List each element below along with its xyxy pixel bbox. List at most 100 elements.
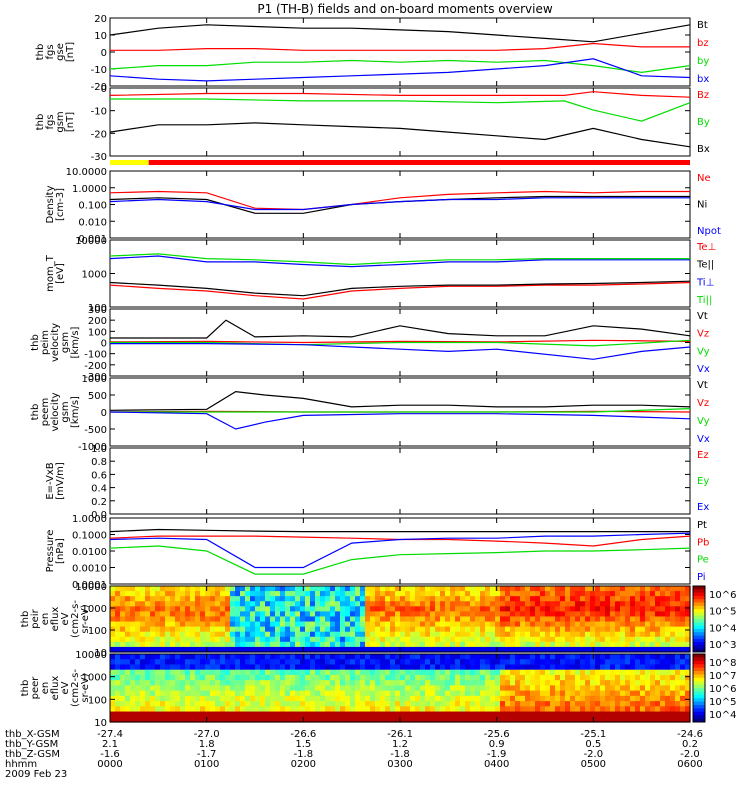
spectrogram-cell — [520, 711, 526, 718]
spectrogram-cell — [685, 674, 691, 681]
spectrogram-cell — [670, 695, 676, 702]
spectrogram-cell — [640, 669, 646, 676]
spectrogram-cell — [385, 611, 391, 618]
spectrogram-cell — [565, 711, 571, 718]
spectrogram-cell — [175, 591, 181, 597]
spectrogram-cell — [565, 646, 571, 653]
colorbar-step — [693, 715, 705, 720]
spectrogram-cell — [345, 606, 351, 612]
spectrogram-cell — [110, 664, 116, 671]
spectrogram-cell — [460, 690, 466, 697]
spectrogram-cell — [685, 695, 691, 702]
spectrogram-cell — [245, 601, 251, 607]
spectrogram-cell — [465, 680, 471, 686]
spectrogram-cell — [230, 654, 236, 660]
spectrogram-cell — [475, 669, 481, 676]
spectrogram-cell — [580, 674, 586, 681]
spectrogram-cell — [470, 664, 476, 671]
spectrogram-cell — [440, 701, 446, 707]
spectrogram-cell — [295, 636, 301, 643]
spectrogram-cell — [380, 631, 386, 638]
spectrogram-cell — [275, 706, 281, 713]
spectrogram-cell — [605, 596, 611, 602]
spectrogram-cell — [340, 606, 346, 612]
spectrogram-cell — [675, 690, 681, 697]
spectrogram-cell — [180, 701, 186, 707]
spectrogram-cell — [615, 695, 621, 702]
spectrogram-cell — [115, 711, 121, 718]
spectrogram-cell — [325, 680, 331, 686]
spectrogram-cell — [650, 664, 656, 671]
spectrogram-cell — [625, 591, 631, 597]
spectrogram-cell — [325, 659, 331, 666]
panel-frame — [109, 170, 691, 239]
spectrogram-cell — [455, 674, 461, 681]
spectrogram-cell — [135, 591, 141, 597]
spectrogram-cell — [640, 706, 646, 713]
spectrogram-cell — [335, 646, 341, 653]
spectrogram-cell — [260, 680, 266, 686]
spectrogram-cell — [250, 631, 256, 638]
spectrogram-cell — [485, 685, 491, 692]
spectrogram-cell — [225, 636, 231, 643]
spectrogram-cell — [480, 659, 486, 666]
spectrogram-cell — [375, 586, 381, 592]
spectrogram-cell — [405, 716, 411, 723]
spectrogram-cell — [220, 685, 226, 692]
spectrogram-cell — [165, 695, 171, 702]
spectrogram-cell — [575, 664, 581, 671]
spectrogram-cell — [205, 690, 211, 697]
spectrogram-cell — [220, 674, 226, 681]
spectrogram-cell — [675, 654, 681, 660]
spectrogram-cell — [435, 626, 441, 633]
spectrogram-cell — [255, 659, 261, 666]
spectrogram-cell — [230, 591, 236, 597]
spectrogram-cell — [185, 695, 191, 702]
spectrogram-cell — [370, 591, 376, 597]
colorbar-label: 10^3 — [709, 640, 736, 651]
spectrogram-cell — [530, 621, 536, 628]
spectrogram-cell — [565, 664, 571, 671]
spectrogram-cell — [410, 706, 416, 713]
spectrogram-cell — [165, 674, 171, 681]
spectrogram-cell — [320, 706, 326, 713]
spectrogram-cell — [110, 706, 116, 713]
spectrogram-cell — [495, 695, 501, 702]
spectrogram-cell — [215, 586, 221, 592]
spectrogram-cell — [270, 706, 276, 713]
spectrogram-cell — [225, 659, 231, 666]
spectrogram-cell — [520, 701, 526, 707]
spectrogram-cell — [220, 711, 226, 718]
spectrogram-cell — [245, 706, 251, 713]
panel-7-ylabel-line: [mV/m] — [55, 462, 66, 500]
spectrogram-cell — [155, 690, 161, 697]
spectrogram-cell — [555, 701, 561, 707]
spectrogram-cell — [305, 716, 311, 723]
spectrogram-cell — [205, 695, 211, 702]
spectrogram-cell — [220, 626, 226, 633]
spectrogram-cell — [175, 680, 181, 686]
spectrogram-cell — [530, 601, 536, 607]
spectrogram-cell — [520, 586, 526, 592]
spectrogram-cell — [405, 701, 411, 707]
spectrogram-cell — [450, 591, 456, 597]
spectrogram-cell — [270, 690, 276, 697]
spectrogram-cell — [530, 659, 536, 666]
spectrogram-cell — [330, 621, 336, 628]
spectrogram-cell — [660, 701, 666, 707]
series-line-bz — [109, 91, 691, 98]
spectrogram-cell — [425, 601, 431, 607]
spectrogram-cell — [165, 626, 171, 633]
spectrogram-cell — [480, 611, 486, 618]
spectrogram-cell — [440, 626, 446, 633]
y-tick-label: 100 — [88, 303, 107, 314]
spectrogram-cell — [525, 680, 531, 686]
spectrogram-cell — [440, 631, 446, 638]
series-line-vx — [110, 343, 691, 360]
spectrogram-cell — [545, 690, 551, 697]
spectrogram-cell — [345, 674, 351, 681]
spectrogram-cell — [625, 685, 631, 692]
spectrogram-cell — [290, 669, 296, 676]
spectrogram-cell — [670, 669, 676, 676]
